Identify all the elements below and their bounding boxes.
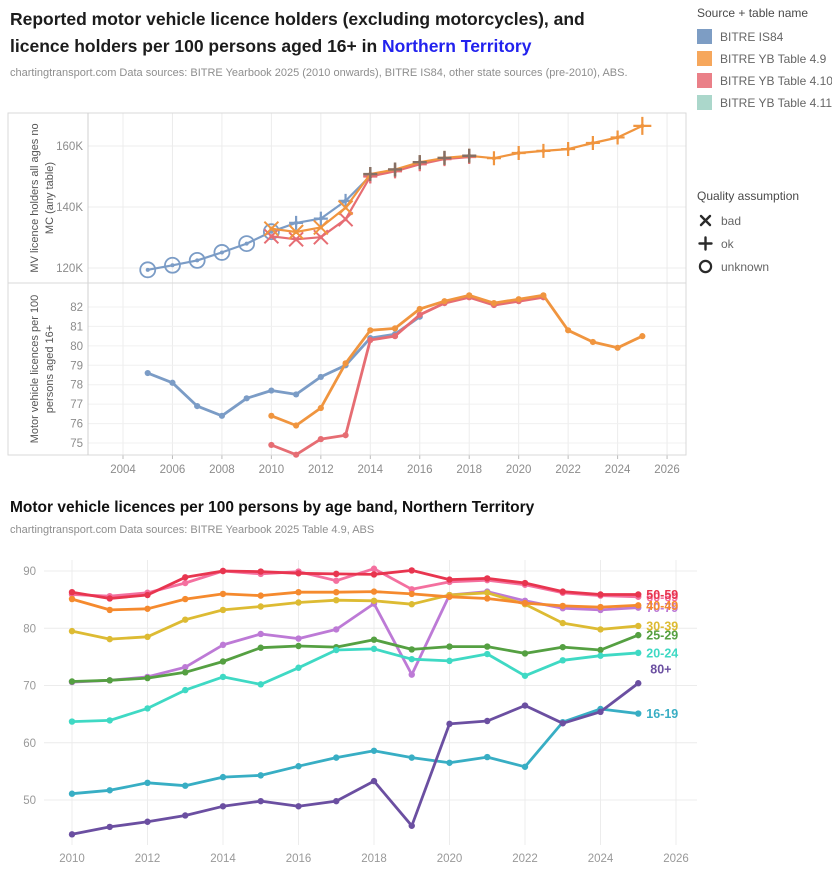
- svg-text:120K: 120K: [56, 263, 83, 275]
- svg-text:81: 81: [70, 321, 83, 333]
- chart1-source-note: chartingtransport.com Data sources: BITR…: [10, 67, 628, 79]
- series-label-40-49: 40-49: [646, 599, 678, 613]
- chart2-plot: 50 60 70 80 90 2010 2012 2014 2016 2018 2020 2022 20…: [23, 560, 697, 865]
- svg-text:80: 80: [23, 623, 36, 635]
- chart1-plot: 120K 140K 160K 75 76 77 78 79 80 81 82 2004 2006 2008…: [7, 112, 687, 476]
- licence-holders-chart: 120K 140K 160K 75 76 77 78 79 80 81 82 2004 2006 2008…: [7, 112, 687, 476]
- series-label-20-24: 20-24: [646, 646, 678, 660]
- svg-text:50: 50: [23, 795, 36, 807]
- svg-text:2022: 2022: [512, 853, 538, 865]
- svg-text:90: 90: [23, 566, 36, 578]
- svg-text:2014: 2014: [210, 853, 236, 865]
- series-label-50-59: 50-59: [646, 588, 678, 602]
- age-band-source-note: chartingtransport.com Data sources: BITR…: [10, 524, 375, 536]
- svg-text:2008: 2008: [209, 464, 235, 476]
- swatch-yb49-icon: [697, 51, 712, 66]
- title-highlight-region: Northern Territory: [382, 35, 532, 56]
- svg-text:70: 70: [23, 681, 36, 693]
- quality-item-unknown: unknown: [697, 258, 829, 275]
- age-band-chart: 50 60 70 80 90 2010 2012 2014 2016 2018 2020 2022 20…: [23, 560, 697, 865]
- swatch-yb410-icon: [697, 73, 712, 88]
- svg-text:2018: 2018: [361, 853, 387, 865]
- legend-item-yb411[interactable]: BITRE YB Table 4.11: [697, 95, 832, 110]
- age-band-chart-title: Motor vehicle licences per 100 persons b…: [10, 499, 535, 516]
- svg-text:MC (any table): MC (any table): [44, 162, 56, 234]
- svg-text:2010: 2010: [59, 853, 85, 865]
- svg-text:79: 79: [70, 360, 83, 372]
- svg-text:2012: 2012: [135, 853, 161, 865]
- svg-text:2026: 2026: [663, 853, 689, 865]
- quality-item-bad: bad: [697, 212, 829, 229]
- title-line2: licence holders per 100 persons aged 16+…: [10, 35, 383, 56]
- series-label-25-29: 25-29: [646, 629, 678, 643]
- swatch-is84-icon: [697, 29, 712, 44]
- svg-text:140K: 140K: [56, 202, 83, 214]
- svg-text:75: 75: [70, 438, 83, 450]
- swatch-yb411-icon: [697, 95, 712, 110]
- svg-text:Motor vehicle licences per 100: Motor vehicle licences per 100: [29, 295, 41, 444]
- series-label-60-69: 60-69: [646, 590, 678, 604]
- svg-text:MV licence holders all ages no: MV licence holders all ages no: [29, 123, 41, 272]
- series-label-80plus: 80+: [650, 663, 671, 677]
- svg-text:2014: 2014: [358, 464, 384, 476]
- svg-text:2006: 2006: [160, 464, 186, 476]
- quality-legend: Quality assumption bad ok unknown: [697, 189, 829, 281]
- quality-legend-title: Quality assumption: [697, 189, 800, 203]
- svg-text:2018: 2018: [456, 464, 482, 476]
- svg-text:78: 78: [70, 380, 83, 392]
- svg-text:2024: 2024: [588, 853, 614, 865]
- svg-text:2026: 2026: [654, 464, 680, 476]
- svg-text:2020: 2020: [506, 464, 532, 476]
- svg-text:2010: 2010: [259, 464, 285, 476]
- page-title: Reported motor vehicle licence holders (…: [10, 6, 690, 59]
- svg-text:77: 77: [70, 399, 83, 411]
- source-legend: Source + table name BITRE IS84 BITRE YB …: [697, 6, 832, 117]
- legend-item-yb410[interactable]: BITRE YB Table 4.10: [697, 73, 832, 88]
- title-line1: Reported motor vehicle licence holders (…: [10, 9, 585, 29]
- svg-text:2020: 2020: [437, 853, 463, 865]
- series-label-30-39: 30-39: [646, 619, 678, 633]
- svg-text:160K: 160K: [56, 141, 83, 153]
- svg-text:60: 60: [23, 738, 36, 750]
- quality-item-ok: ok: [697, 235, 829, 252]
- source-legend-title: Source + table name: [697, 6, 809, 20]
- svg-text:82: 82: [70, 302, 83, 314]
- series-label-70-79: 70-79: [646, 601, 678, 615]
- circle-mark-icon: [698, 259, 713, 274]
- x-mark-icon: [699, 214, 712, 227]
- svg-text:2012: 2012: [308, 464, 334, 476]
- svg-text:2024: 2024: [605, 464, 631, 476]
- svg-text:persons aged 16+: persons aged 16+: [44, 325, 56, 413]
- svg-text:2022: 2022: [555, 464, 581, 476]
- svg-text:2016: 2016: [286, 853, 312, 865]
- legend-item-is84[interactable]: BITRE IS84: [697, 29, 829, 44]
- legend-item-yb49[interactable]: BITRE YB Table 4.9: [697, 51, 829, 66]
- svg-text:2016: 2016: [407, 464, 433, 476]
- series-label-16-19: 16-19: [646, 707, 678, 721]
- plus-mark-icon: [698, 236, 713, 251]
- svg-text:80: 80: [70, 341, 83, 353]
- svg-text:2004: 2004: [110, 464, 136, 476]
- svg-text:76: 76: [70, 419, 83, 431]
